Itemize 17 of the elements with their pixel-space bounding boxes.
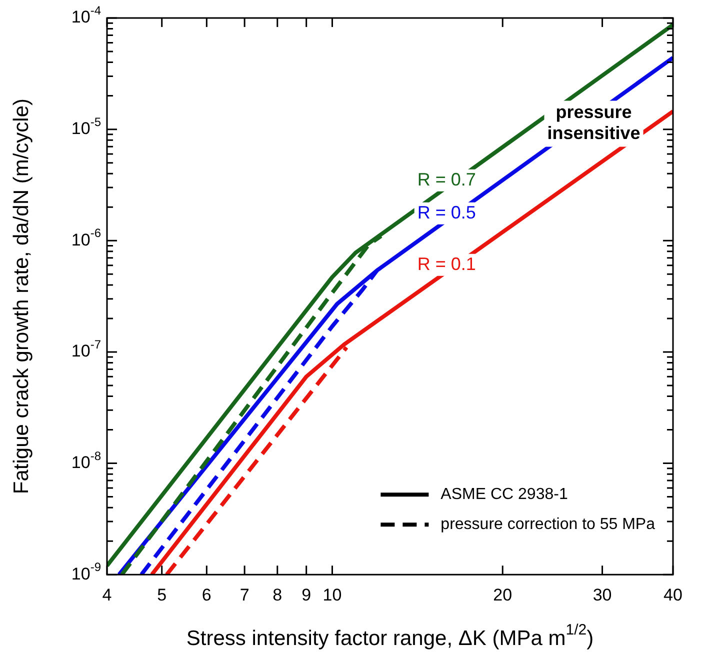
x-tick-label: 5 [157, 585, 167, 604]
series-label: R = 0.7 [417, 169, 476, 190]
x-tick-label: 30 [592, 585, 612, 604]
x-tick-label: 8 [272, 585, 282, 604]
y-axis-title: Fatigue crack growth rate, da/dN (m/cycle) [10, 98, 33, 494]
series-label: R = 0.5 [417, 202, 476, 222]
series-label: R = 0.1 [417, 254, 476, 274]
x-tick-label: 4 [102, 585, 112, 604]
x-tick-label: 6 [202, 585, 212, 604]
x-tick-label: 40 [664, 585, 682, 604]
x-tick-label: 9 [302, 585, 312, 604]
legend-label: ASME CC 2938-1 [440, 486, 568, 504]
annotation: pressure insensitive [547, 102, 640, 144]
x-tick-label: 10 [322, 585, 342, 604]
legend-label: pressure correction to 55 MPa [440, 516, 656, 534]
x-tick-label: 20 [493, 585, 512, 604]
x-tick-label: 7 [240, 585, 250, 604]
